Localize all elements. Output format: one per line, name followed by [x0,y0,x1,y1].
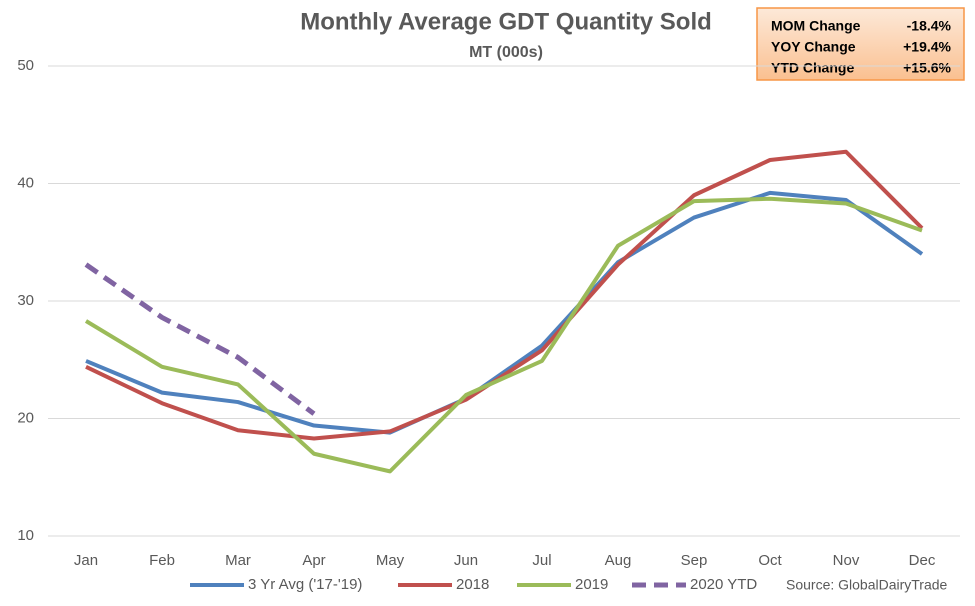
x-tick-label: May [376,552,405,569]
series-line [84,262,316,416]
stat-value: +19.4% [903,39,951,55]
legend-label: 2019 [575,576,608,593]
x-tick-label: Jul [532,552,551,569]
x-tick-label: Dec [909,552,936,569]
series-line [85,190,924,435]
legend-label: 2018 [456,576,489,593]
x-tick-label: Mar [225,552,251,569]
stat-label: YOY Change [771,39,856,55]
x-tick-label: Apr [302,552,325,569]
legend-label: 3 Yr Avg ('17-'19) [248,576,362,593]
y-tick-label: 10 [17,527,34,544]
legend-label: 2020 YTD [690,576,757,593]
x-tick-label: Feb [149,552,175,569]
stat-label: YTD Change [771,60,854,76]
chart-title: Monthly Average GDT Quantity Sold [300,8,712,35]
stats-box: MOM Change -18.4% YOY Change +19.4% YTD Chan… [756,7,965,81]
source: Source: GlobalDairyTrade [786,577,948,593]
series-line [84,196,923,474]
chart-subtitle: MT (000s) [469,44,543,61]
y-tick-label: 50 [17,57,34,74]
stat-value: +15.6% [903,60,951,76]
y-tick-label: 20 [17,409,34,426]
x-tick-label: Nov [833,552,860,569]
y-tick-label: 30 [17,292,34,309]
series-line [85,149,924,441]
stats-box-bg [756,7,965,81]
x-tick-label: Sep [681,552,708,569]
stat-value: -18.4% [907,18,952,34]
x-tick-label: Jan [74,552,98,569]
stat-label: MOM Change [771,18,861,34]
x-tick-label: Oct [758,552,782,569]
x-tick-label: Aug [605,552,632,569]
y-tick-label: 40 [17,174,34,191]
x-tick-label: Jun [454,552,478,569]
